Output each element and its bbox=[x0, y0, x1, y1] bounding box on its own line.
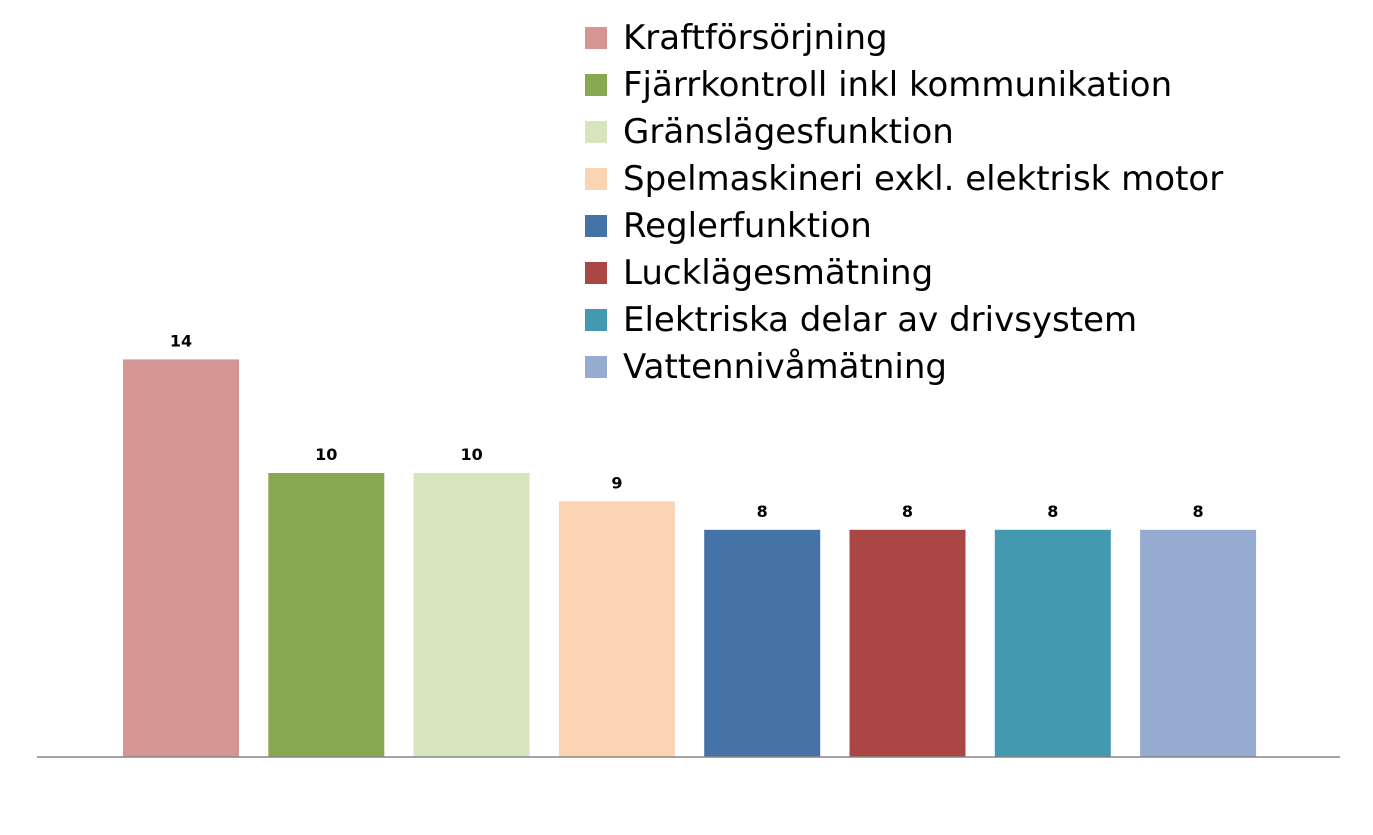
legend-item: Kraftförsörjning bbox=[585, 14, 1223, 61]
data-label-1: 14 bbox=[170, 331, 192, 350]
bar-5 bbox=[704, 529, 821, 757]
legend-item: Vattennivåmätning bbox=[585, 343, 1223, 390]
legend-label: Gränslägesfunktion bbox=[623, 111, 954, 152]
legend-swatch bbox=[585, 355, 607, 378]
legend-label: Lucklägesmätning bbox=[623, 252, 934, 293]
data-label-3: 10 bbox=[460, 445, 482, 464]
data-label-6: 8 bbox=[902, 502, 913, 521]
legend-swatch bbox=[585, 120, 607, 143]
legend-item: Reglerfunktion bbox=[585, 202, 1223, 249]
data-label-7: 8 bbox=[1047, 502, 1058, 521]
legend-label: Fjärrkontroll inkl kommunikation bbox=[623, 64, 1173, 105]
legend-item: Spelmaskineri exkl. elektrisk motor bbox=[585, 155, 1223, 202]
bar-2 bbox=[268, 473, 385, 757]
legend: Kraftförsörjning Fjärrkontroll inkl kommu… bbox=[585, 14, 1223, 390]
data-label-8: 8 bbox=[1193, 502, 1204, 521]
legend-item: Elektriska delar av drivsystem bbox=[585, 296, 1223, 343]
legend-swatch bbox=[585, 26, 607, 49]
legend-swatch bbox=[585, 167, 607, 190]
bar-3 bbox=[413, 473, 530, 757]
legend-label: Spelmaskineri exkl. elektrisk motor bbox=[623, 158, 1224, 199]
data-label-4: 9 bbox=[611, 473, 622, 492]
legend-swatch bbox=[585, 261, 607, 284]
legend-label: Kraftförsörjning bbox=[623, 17, 888, 58]
bar-4 bbox=[558, 501, 675, 757]
data-label-5: 8 bbox=[757, 502, 768, 521]
legend-item: Lucklägesmätning bbox=[585, 249, 1223, 296]
bars-group bbox=[123, 359, 1257, 757]
legend-item: Gränslägesfunktion bbox=[585, 108, 1223, 155]
legend-swatch bbox=[585, 73, 607, 96]
bar-6 bbox=[849, 529, 966, 757]
legend-swatch bbox=[585, 308, 607, 331]
legend-label: Reglerfunktion bbox=[623, 205, 872, 246]
bar-8 bbox=[1140, 529, 1257, 757]
legend-label: Vattennivåmätning bbox=[623, 346, 947, 387]
data-labels-group: 14 10 10 9 8 8 8 8 bbox=[170, 331, 1204, 520]
legend-label: Elektriska delar av drivsystem bbox=[623, 299, 1138, 340]
legend-swatch bbox=[585, 214, 607, 237]
bar-7 bbox=[994, 529, 1111, 757]
data-label-2: 10 bbox=[315, 445, 337, 464]
bar-1 bbox=[123, 359, 239, 757]
legend-item: Fjärrkontroll inkl kommunikation bbox=[585, 61, 1223, 108]
